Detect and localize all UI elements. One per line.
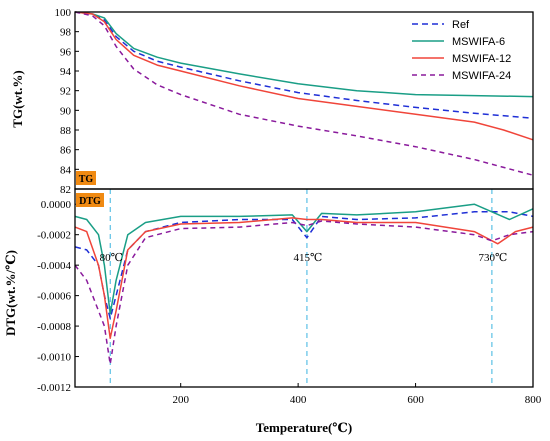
y-tick-label: 96: [60, 46, 72, 58]
legend: Ref MSWIFA-6 MSWIFA-12 MSWIFA-24: [412, 19, 511, 82]
x-tick-label: 600: [407, 394, 424, 406]
y-tick-label: -0.0008: [37, 321, 71, 333]
frame-layer: [74, 11, 534, 388]
ticks-layer: 82 84 86 88 90 92 94 96 98 100 -0.0012 -0.0010 -0.00…: [37, 7, 542, 406]
series-mswifa-24-tg: [74, 11, 534, 176]
x-tick-label: 800: [525, 394, 542, 406]
series-mswifa-12-dtg: [74, 217, 534, 340]
series-ref-tg: [74, 11, 534, 119]
panel-tag-label: DTG: [79, 196, 101, 207]
series-mswifa-12-tg: [74, 11, 534, 141]
y-tick-label: 90: [60, 105, 72, 117]
series-ref-dtg: [74, 211, 534, 320]
x-tick-label: 200: [172, 394, 189, 406]
y-tick-label: -0.0006: [37, 291, 71, 303]
legend-label: MSWIFA-6: [452, 36, 505, 48]
y-tick-label: -0.0010: [37, 352, 71, 364]
legend-label: Ref: [452, 19, 470, 31]
y-tick-label: -0.0004: [37, 260, 71, 272]
x-axis-label: Temperature(℃): [256, 420, 352, 435]
y-tick-label: 100: [55, 7, 72, 19]
peak-annotation: 80℃: [100, 252, 123, 264]
y-tick-label: 98: [60, 27, 72, 39]
series-mswifa-6-dtg: [74, 203, 534, 315]
annotations: 80℃ 415℃ 730℃: [100, 252, 508, 264]
panel-frame-dtg: [74, 188, 534, 388]
y-tick-label: 86: [60, 145, 72, 157]
x-tick-label: 400: [290, 394, 307, 406]
series-mswifa-24-dtg: [74, 220, 534, 365]
dtg-y-axis-label: DTG(wt.%/℃): [3, 250, 18, 336]
y-tick-label: 92: [60, 86, 71, 98]
y-tick-label: -0.0012: [37, 382, 71, 394]
tg-y-axis-label: TG(wt.%): [10, 70, 25, 127]
y-tick-label: 0.0000: [41, 199, 72, 211]
y-tick-label: 94: [60, 66, 72, 78]
legend-label: MSWIFA-24: [452, 70, 511, 82]
y-tick-label: -0.0002: [37, 230, 71, 242]
panel-tags: TG DTG: [76, 171, 104, 207]
y-tick-label: 88: [60, 125, 72, 137]
series-mswifa-6-tg: [74, 11, 534, 98]
peak-annotation: 730℃: [478, 252, 507, 264]
panel-tag-box: [76, 171, 96, 185]
panel-tag-label: TG: [79, 174, 94, 185]
y-tick-label: 84: [60, 164, 72, 176]
y-tick-label: 82: [60, 184, 71, 196]
peak-annotation: 415℃: [294, 252, 323, 264]
legend-label: MSWIFA-12: [452, 53, 511, 65]
grid-layer: [109, 189, 493, 387]
panel-tag-box: [76, 193, 104, 207]
lines-layer: [74, 11, 534, 365]
